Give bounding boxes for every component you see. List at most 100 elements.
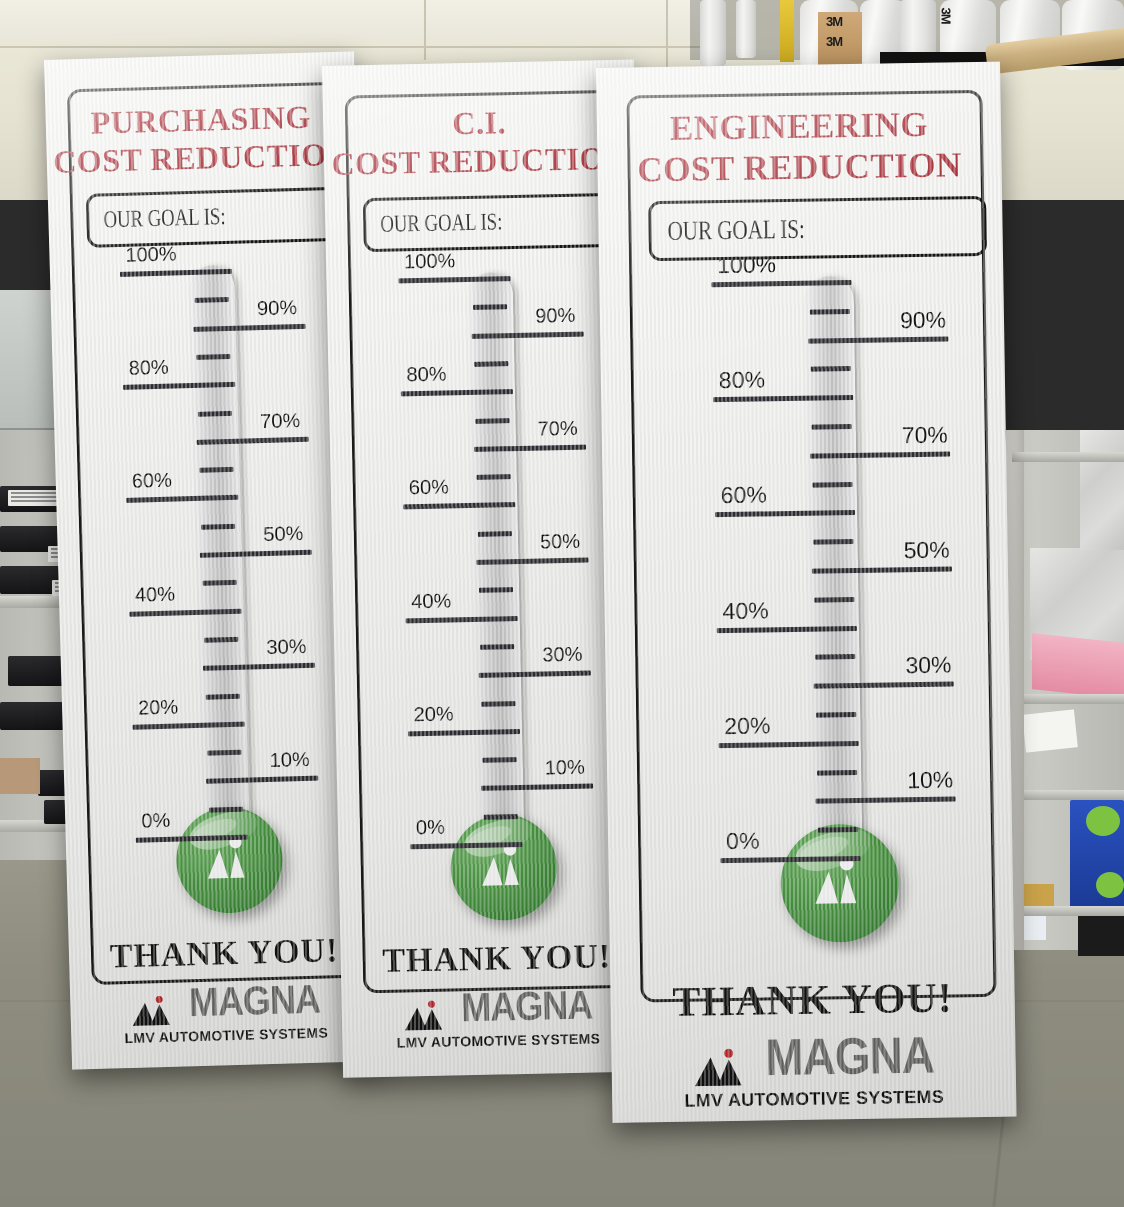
thermometer-major-tick — [476, 557, 589, 565]
thermometer-tick-label: 60% — [720, 481, 767, 509]
thermometer-minor-tick — [201, 523, 236, 530]
sign-engineering[interactable]: ENGINEERING COST REDUCTION OUR GOAL IS: — [596, 61, 1017, 1123]
magna-wordmark: MAGNA — [764, 1025, 935, 1087]
thermometer-tick-label: 70% — [259, 409, 301, 433]
thermometer-tick-label: 60% — [408, 476, 450, 500]
shelf-shadow — [1078, 916, 1124, 956]
magna-mountain-icon — [404, 1000, 442, 1031]
sign-ci[interactable]: C.I. COST REDUCTION OUR GOAL IS: 0% 1 — [322, 59, 656, 1078]
thank-you-text: THANK YOU! — [381, 938, 612, 980]
goal-label: OUR GOAL IS: — [380, 208, 503, 238]
shelf-plate — [1012, 906, 1124, 916]
thermometer-minor-tick — [817, 827, 859, 833]
magna-wordmark: MAGNA — [460, 981, 593, 1031]
thermometer-tick-label: 0% — [415, 816, 446, 840]
pink-sheet-stock — [1032, 633, 1124, 699]
wall-panel-seam — [666, 0, 668, 70]
thermometer-tick-label: 100% — [716, 251, 777, 279]
thermometer-tick-label: 40% — [722, 596, 769, 624]
thermometer-tick-label: 90% — [535, 304, 576, 328]
magna-logo-row: MAGNA — [693, 1025, 935, 1089]
thermometer-tick-label: 10% — [544, 757, 586, 780]
goal-box[interactable]: OUR GOAL IS: — [85, 186, 346, 248]
thermometer-tick-label: 30% — [542, 643, 583, 667]
thermometer-minor-tick — [480, 643, 515, 650]
magna-mountain-icon — [694, 1048, 742, 1087]
thermometer-tick-label: 60% — [131, 469, 173, 494]
thermometer-bulb — [174, 804, 284, 915]
thermometer-tick-label: 40% — [134, 583, 176, 607]
thank-you-text: THANK YOU! — [672, 975, 954, 1026]
shelf-plate — [1012, 790, 1124, 800]
thermometer-tick-label: 20% — [413, 703, 454, 727]
thermometer-tick-label: 20% — [137, 696, 179, 720]
thermometer-minor-tick — [814, 596, 855, 603]
thermometer: 0% 10% 20% 30% 40% 50% 60% 70% 80% 90% 100% — [326, 250, 652, 922]
thermometer-minor-tick — [474, 361, 509, 367]
thermometer-major-tick — [478, 670, 591, 679]
thermometer-minor-tick — [816, 711, 857, 718]
thermometer-tick-label: 40% — [411, 590, 452, 613]
thermometer-minor-tick — [482, 757, 517, 763]
goal-box[interactable]: OUR GOAL IS: — [648, 195, 987, 262]
thermometer-minor-tick — [813, 539, 854, 545]
thermometer-tick-label: 70% — [901, 421, 949, 449]
thermometer-tick-label: 50% — [263, 522, 304, 547]
thermometer-major-tick — [811, 566, 952, 574]
green-label-icon — [1086, 806, 1120, 836]
thermometer-tick-label: 0% — [725, 827, 760, 855]
magna-wordmark: MAGNA — [188, 975, 321, 1026]
magna-logo-row: MAGNA — [403, 982, 593, 1033]
3m-logo-text-3: 3M — [938, 7, 954, 24]
thermometer-tick-label: 70% — [537, 417, 578, 441]
magna-logo: MAGNA LMV AUTOMOTIVE SYSTEMS — [611, 1025, 1016, 1113]
thermometer-minor-tick — [483, 813, 518, 820]
sign-title-line1: ENGINEERING — [669, 104, 929, 148]
thermometer-minor-tick — [208, 806, 244, 813]
sign-title-line2: COST REDUCTION — [52, 135, 351, 180]
thermometer-minor-tick — [197, 410, 232, 417]
thermometer-minor-tick — [475, 417, 510, 424]
thermometer-minor-tick — [204, 636, 239, 643]
thermometer-bulb — [449, 812, 558, 922]
thermometer-minor-tick — [477, 530, 512, 537]
thermometer-major-tick — [815, 796, 956, 805]
cardboard-carton — [818, 12, 862, 66]
magna-subtitle: LMV AUTOMOTIVE SYSTEMS — [124, 1024, 329, 1047]
thermometer-tick-label: 10% — [907, 766, 954, 794]
thermometer-tick-label: 30% — [266, 636, 307, 660]
sign-title-line1: C.I. — [452, 104, 507, 142]
sign-title-line2: COST REDUCTION — [637, 145, 963, 190]
thermometer-minor-tick — [812, 481, 853, 488]
paper-stack — [1022, 709, 1078, 753]
goal-label: OUR GOAL IS: — [667, 213, 806, 246]
thermometer-tick-label: 0% — [140, 809, 171, 833]
thermometer-minor-tick — [476, 474, 511, 480]
magna-logo: MAGNA LMV AUTOMOTIVE SYSTEMS — [70, 976, 382, 1048]
thermometer-tick-label: 80% — [406, 363, 447, 387]
thermometer-tick-label: 50% — [539, 530, 581, 554]
goal-label: OUR GOAL IS: — [103, 203, 226, 233]
wood-stock — [0, 758, 40, 794]
goal-box[interactable]: OUR GOAL IS: — [362, 192, 622, 253]
magna-logo: MAGNA LMV AUTOMOTIVE SYSTEMS — [341, 982, 654, 1052]
magna-logo-row: MAGNA — [130, 976, 320, 1028]
thermometer-tick-label: 10% — [269, 749, 310, 773]
magna-subtitle: LMV AUTOMOTIVE SYSTEMS — [684, 1086, 945, 1111]
thermometer-minor-tick — [809, 308, 850, 315]
thermometer-major-tick — [810, 451, 951, 459]
thermometer-minor-tick — [811, 424, 852, 430]
roll-stock — [736, 0, 756, 58]
thermometer-major-tick — [813, 681, 954, 689]
thermometer-major-tick — [481, 783, 594, 792]
green-label-icon — [1096, 872, 1124, 898]
sign-purchasing[interactable]: PURCHASING COST REDUCTION OUR GOAL IS: — [44, 51, 383, 1070]
thermometer-minor-tick — [199, 466, 234, 473]
thermometer: 0% 10% 20% 30% 40% 50% 60% 70% 80% 90% 100% — [49, 243, 377, 915]
yellow-post — [780, 0, 794, 62]
thermometer-minor-tick — [205, 693, 240, 700]
magna-mountain-icon — [132, 995, 170, 1026]
thermometer-tick-label: 100% — [403, 250, 456, 274]
thermometer-minor-tick — [196, 353, 231, 360]
